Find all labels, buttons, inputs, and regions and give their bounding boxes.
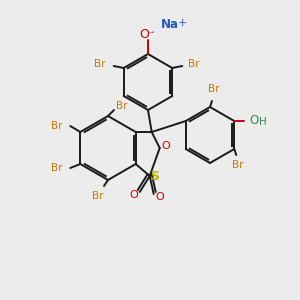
Text: Br: Br bbox=[208, 84, 220, 94]
Text: O: O bbox=[139, 28, 149, 41]
Text: Br: Br bbox=[92, 191, 104, 201]
Text: ⁻: ⁻ bbox=[148, 30, 154, 40]
Text: S: S bbox=[150, 169, 159, 182]
Text: Br: Br bbox=[94, 59, 106, 69]
Text: +: + bbox=[177, 18, 187, 28]
Text: H: H bbox=[260, 117, 267, 127]
Text: Na: Na bbox=[161, 17, 179, 31]
Text: Br: Br bbox=[50, 163, 62, 173]
Text: O: O bbox=[129, 190, 138, 200]
Text: O: O bbox=[250, 115, 259, 128]
Text: O: O bbox=[161, 141, 170, 151]
Text: O: O bbox=[155, 192, 164, 202]
Text: Br: Br bbox=[232, 160, 244, 170]
Text: Br: Br bbox=[188, 59, 200, 69]
Text: Br: Br bbox=[116, 101, 128, 111]
Text: Br: Br bbox=[50, 121, 62, 131]
